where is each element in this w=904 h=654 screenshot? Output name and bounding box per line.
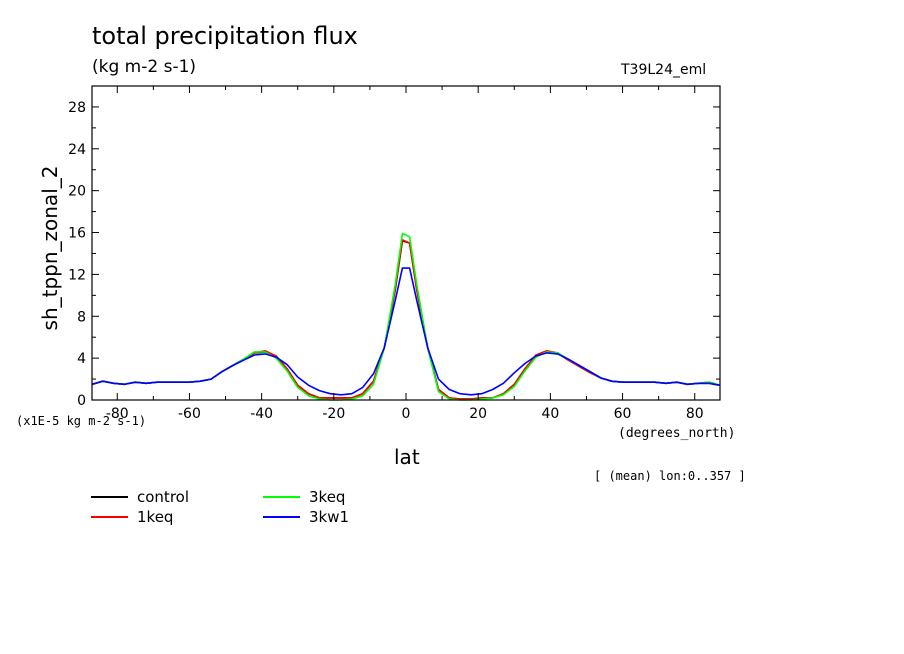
- x-tick-label: -40: [250, 406, 273, 422]
- y-tick-label: 24: [68, 142, 86, 158]
- x-tick-label: 20: [469, 406, 487, 422]
- x-tick-label: -20: [322, 406, 345, 422]
- legend-item-3kw1: 3kw1: [263, 508, 413, 526]
- legend-label-3kw1: 3kw1: [309, 508, 350, 526]
- plot-frame: [91, 85, 721, 401]
- x-tick-label: 60: [614, 406, 632, 422]
- y-tick-label: 12: [68, 267, 86, 283]
- series-line-3kw1: [91, 267, 721, 396]
- y-tick-label: 8: [77, 309, 86, 325]
- legend-swatch-3keq: [263, 496, 300, 498]
- x-tick-label: 0: [402, 406, 411, 422]
- legend-swatch-control: [91, 496, 128, 498]
- chart-title: total precipitation flux: [92, 22, 358, 50]
- legend-label-control: control: [137, 488, 189, 506]
- legend-item-3keq: 3keq: [263, 488, 413, 506]
- run-id-label: T39L24_eml: [621, 62, 707, 78]
- legend-label-3keq: 3keq: [309, 488, 346, 506]
- legend-item-control: control: [91, 488, 241, 506]
- y-tick-label: 0: [77, 393, 86, 409]
- legend-swatch-1keq: [91, 516, 128, 518]
- y-tick-label: 16: [68, 226, 86, 242]
- y-tick-label: 4: [77, 351, 86, 367]
- legend-item-1keq: 1keq: [91, 508, 241, 526]
- x-tick-label: -80: [106, 406, 129, 422]
- legend-label-1keq: 1keq: [137, 508, 174, 526]
- y-axis-units: (x1E-5 kg m-2 s-1): [16, 414, 147, 428]
- x-tick-label: 80: [686, 406, 704, 422]
- averaging-note: [ (mean) lon:0..357 ]: [594, 469, 746, 483]
- series-line-3keq: [91, 232, 721, 401]
- x-tick-label: -60: [178, 406, 201, 422]
- chart-subtitle: (kg m-2 s-1): [92, 57, 197, 77]
- y-tick-label: 20: [68, 184, 86, 200]
- y-tick-label: 28: [68, 100, 86, 116]
- x-tick-label: 40: [541, 406, 559, 422]
- x-axis-units: (degrees_north): [618, 426, 736, 441]
- series-line-control: [91, 240, 721, 400]
- legend-swatch-3kw1: [263, 516, 300, 518]
- x-axis-label: lat: [394, 445, 420, 469]
- series-line-1keq: [91, 239, 721, 400]
